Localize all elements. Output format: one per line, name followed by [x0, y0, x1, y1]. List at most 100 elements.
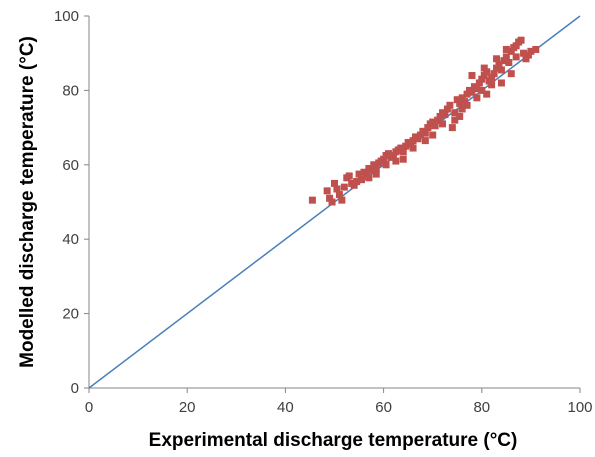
data-point	[475, 79, 483, 87]
y-axis-label: Modelled discharge temperature (°C)	[17, 36, 38, 368]
data-point	[441, 111, 449, 119]
data-point	[399, 148, 407, 156]
data-point	[434, 116, 442, 124]
y-tick-label: 0	[71, 380, 79, 397]
data-point	[500, 57, 508, 65]
data-point	[527, 47, 535, 55]
x-axis-label: Experimental discharge temperature (°C)	[149, 430, 518, 451]
data-point	[453, 96, 461, 104]
data-point	[520, 49, 528, 57]
data-point	[473, 94, 481, 102]
data-point	[372, 170, 380, 178]
data-point	[497, 66, 505, 74]
data-point	[421, 129, 429, 137]
data-point	[439, 120, 447, 128]
data-point	[338, 196, 346, 204]
data-point	[502, 45, 510, 53]
data-point	[392, 157, 400, 165]
data-point	[409, 137, 417, 145]
x-axis-ticks: 0 20 40 60 80 100	[85, 388, 593, 416]
data-point	[358, 176, 366, 184]
data-point	[517, 36, 525, 44]
data-point	[367, 166, 375, 174]
y-tick-label: 40	[62, 231, 79, 248]
data-point	[488, 81, 496, 89]
data-point	[458, 105, 466, 113]
data-point	[456, 99, 464, 107]
data-point	[497, 79, 505, 87]
data-point	[382, 161, 390, 169]
data-point	[512, 53, 520, 61]
data-point	[448, 124, 456, 132]
data-point	[389, 152, 397, 159]
x-tick-label: 20	[179, 399, 196, 416]
x-tick-label: 80	[473, 399, 490, 416]
data-point	[524, 51, 532, 59]
data-point	[362, 170, 370, 178]
data-point	[326, 194, 334, 202]
data-point	[468, 72, 476, 80]
data-point	[333, 185, 341, 193]
y-tick-label: 80	[62, 82, 79, 99]
data-point	[493, 64, 501, 72]
data-point	[407, 140, 415, 148]
data-point	[488, 73, 496, 81]
y-axis-ticks: 0 20 40 60 80 100	[54, 8, 89, 397]
data-point	[463, 90, 471, 98]
data-point	[532, 45, 540, 53]
data-point	[421, 137, 429, 145]
data-point	[451, 109, 459, 117]
data-point	[429, 118, 437, 126]
data-point	[380, 155, 388, 163]
x-tick-label: 0	[85, 399, 93, 416]
data-point	[512, 42, 520, 50]
data-point	[372, 165, 380, 173]
data-point	[414, 135, 422, 143]
data-point	[458, 94, 466, 102]
data-point	[483, 90, 491, 98]
data-point	[446, 101, 454, 109]
data-points	[308, 36, 540, 206]
y-tick-label: 60	[62, 157, 79, 174]
data-point	[429, 131, 437, 139]
data-point	[505, 59, 513, 66]
data-point	[502, 53, 510, 61]
data-point	[409, 144, 417, 152]
data-point	[345, 172, 353, 180]
data-point	[399, 155, 407, 163]
x-tick-label: 40	[277, 399, 294, 416]
data-point	[485, 77, 493, 85]
data-point	[490, 70, 498, 78]
y-tick-label: 20	[62, 306, 79, 323]
y-tick-label: 100	[54, 8, 79, 25]
data-point	[507, 47, 515, 55]
data-point	[507, 70, 515, 78]
data-point	[335, 191, 343, 199]
data-point	[370, 161, 378, 169]
data-point	[397, 144, 405, 152]
data-point	[328, 198, 336, 206]
data-point	[493, 55, 501, 63]
data-point	[478, 86, 486, 94]
data-point	[353, 178, 361, 186]
data-point	[473, 85, 481, 93]
x-tick-label: 100	[567, 399, 592, 416]
data-point	[495, 60, 503, 68]
data-point	[522, 55, 530, 63]
data-point	[443, 105, 451, 113]
data-point	[480, 72, 488, 80]
data-point	[463, 101, 471, 109]
data-point	[416, 131, 424, 139]
data-point	[478, 75, 486, 83]
data-point	[483, 68, 491, 76]
data-point	[451, 116, 459, 124]
data-point	[323, 187, 331, 195]
x-tick-label: 60	[375, 399, 392, 416]
data-point	[456, 112, 464, 120]
data-point	[365, 174, 373, 182]
data-point	[480, 64, 488, 72]
data-point	[424, 124, 432, 132]
data-point	[385, 150, 393, 158]
data-point	[355, 170, 363, 178]
